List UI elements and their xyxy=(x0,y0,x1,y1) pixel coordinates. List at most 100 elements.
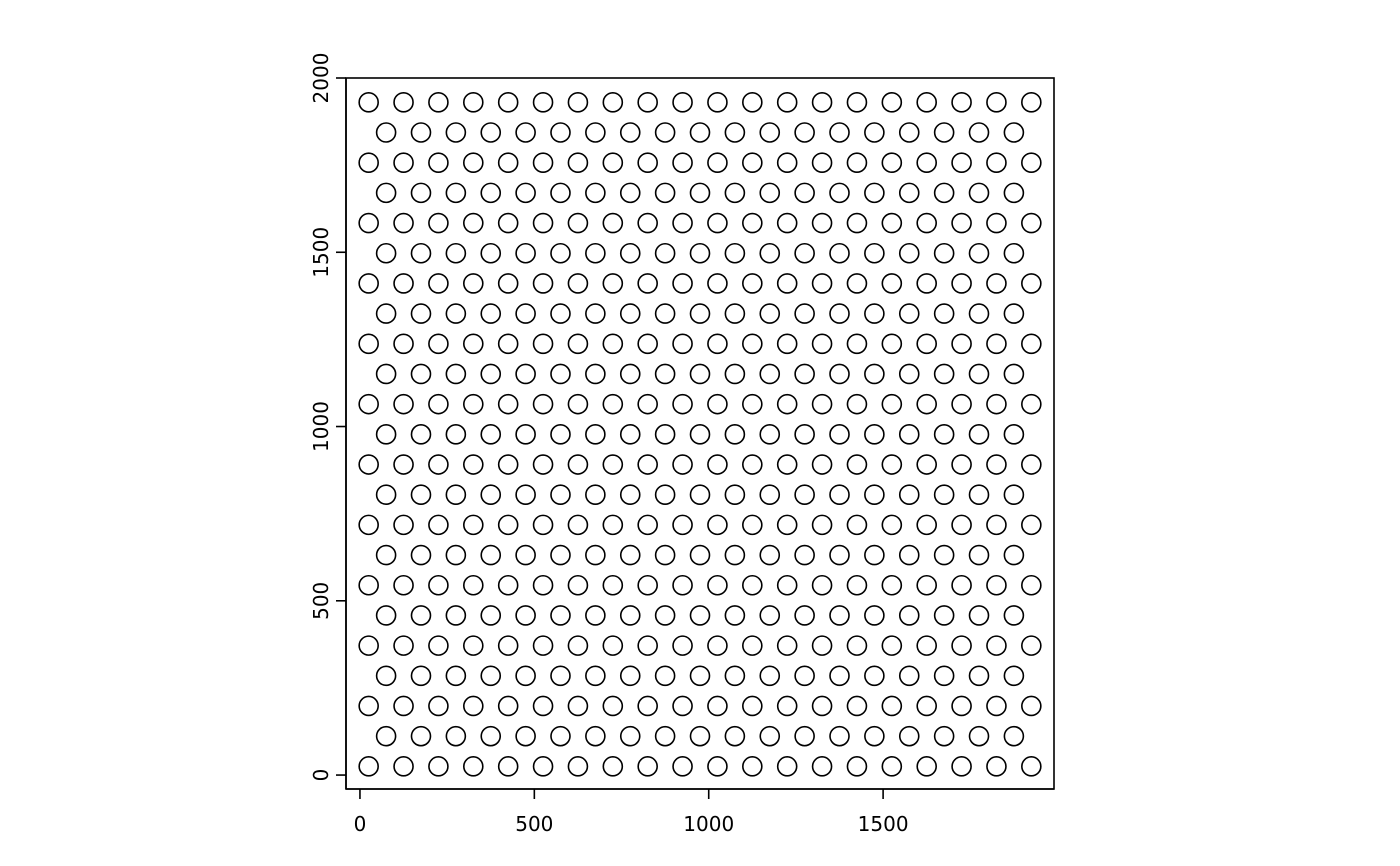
data-point xyxy=(916,454,938,475)
data-point xyxy=(916,756,938,777)
data-point xyxy=(602,212,624,234)
data-point xyxy=(550,242,571,264)
data-point xyxy=(428,393,449,415)
data-point xyxy=(864,363,885,385)
data-point xyxy=(567,574,589,596)
data-point xyxy=(375,544,397,566)
data-point xyxy=(968,182,990,204)
data-point xyxy=(916,514,938,536)
data-point xyxy=(532,454,554,475)
data-point xyxy=(462,333,484,355)
data-point xyxy=(497,514,519,536)
data-points xyxy=(358,92,1042,777)
data-point xyxy=(724,363,746,385)
data-point xyxy=(689,484,711,506)
data-point xyxy=(532,514,554,536)
data-point xyxy=(951,574,972,596)
data-point xyxy=(619,665,641,687)
data-point xyxy=(1003,122,1025,143)
data-point xyxy=(532,273,554,294)
data-point xyxy=(724,605,746,626)
data-point xyxy=(428,333,449,355)
data-point xyxy=(567,695,589,717)
data-point xyxy=(480,424,502,445)
data-point xyxy=(393,92,414,113)
data-point xyxy=(550,725,571,747)
data-point xyxy=(759,424,781,445)
data-point xyxy=(393,756,414,777)
data-point xyxy=(811,333,833,355)
data-point xyxy=(410,544,432,566)
data-point xyxy=(916,333,938,355)
data-point xyxy=(881,92,903,113)
data-point xyxy=(829,424,850,445)
data-point xyxy=(654,665,676,687)
data-point xyxy=(724,424,746,445)
data-point xyxy=(811,393,833,415)
data-point xyxy=(742,514,763,536)
data-point xyxy=(445,303,467,324)
data-point xyxy=(602,333,624,355)
data-point xyxy=(898,725,920,747)
data-point xyxy=(689,242,711,264)
data-point xyxy=(585,665,606,687)
data-point xyxy=(410,665,432,687)
data-point xyxy=(776,273,798,294)
data-point xyxy=(724,242,746,264)
data-point xyxy=(846,514,868,536)
data-point xyxy=(986,212,1007,234)
data-point xyxy=(1003,363,1025,385)
data-point xyxy=(445,544,467,566)
data-point xyxy=(567,152,589,173)
data-point xyxy=(585,182,606,204)
data-point xyxy=(480,725,502,747)
data-point xyxy=(881,635,903,656)
data-point xyxy=(480,363,502,385)
data-point xyxy=(864,605,885,626)
data-point xyxy=(898,544,920,566)
data-point xyxy=(654,122,676,143)
data-point xyxy=(811,695,833,717)
data-point xyxy=(375,605,397,626)
data-point xyxy=(375,303,397,324)
data-point xyxy=(637,574,658,596)
data-point xyxy=(672,756,693,777)
data-point xyxy=(794,303,815,324)
data-point xyxy=(515,303,536,324)
data-point xyxy=(951,635,972,656)
data-point xyxy=(689,665,711,687)
data-point xyxy=(742,273,763,294)
data-point xyxy=(672,273,693,294)
data-point xyxy=(846,756,868,777)
data-point xyxy=(585,605,606,626)
data-point xyxy=(707,152,728,173)
data-point xyxy=(358,695,379,717)
data-point xyxy=(846,92,868,113)
data-point xyxy=(550,424,571,445)
data-point xyxy=(654,363,676,385)
data-point xyxy=(916,695,938,717)
data-point xyxy=(619,182,641,204)
data-point xyxy=(776,333,798,355)
data-point xyxy=(759,122,781,143)
data-point xyxy=(550,182,571,204)
data-point xyxy=(898,303,920,324)
data-point xyxy=(462,393,484,415)
data-point xyxy=(637,273,658,294)
data-point xyxy=(480,484,502,506)
data-point xyxy=(393,273,414,294)
data-point xyxy=(794,605,815,626)
data-point xyxy=(567,454,589,475)
data-point xyxy=(393,454,414,475)
data-point xyxy=(933,122,955,143)
data-point xyxy=(672,92,693,113)
data-point xyxy=(724,484,746,506)
data-point xyxy=(637,393,658,415)
data-point xyxy=(759,665,781,687)
data-point xyxy=(916,152,938,173)
data-point xyxy=(428,212,449,234)
data-point xyxy=(986,454,1007,475)
data-point xyxy=(375,363,397,385)
data-point xyxy=(428,273,449,294)
data-point xyxy=(829,363,850,385)
